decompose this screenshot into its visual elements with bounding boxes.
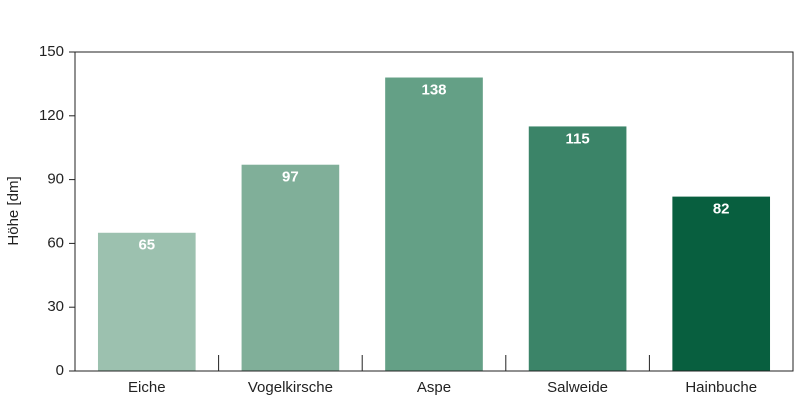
plot-frame	[74, 51, 794, 372]
bar	[672, 196, 771, 371]
data-label: 82	[713, 201, 730, 218]
y-tick-label: 60	[47, 234, 64, 251]
data-label: 138	[421, 81, 446, 98]
bar	[385, 77, 483, 372]
y-tick-label: 30	[47, 298, 64, 315]
x-tick-label: Vogelkirsche	[248, 379, 333, 396]
data-label: 115	[565, 130, 589, 147]
bar	[528, 126, 627, 371]
data-label: 65	[138, 237, 155, 254]
bar	[241, 164, 340, 371]
bar	[97, 232, 196, 371]
x-tick-label: Salweide	[547, 379, 608, 396]
x-tick-label: Hainbuche	[685, 379, 757, 396]
y-tick-label: 90	[47, 171, 64, 188]
data-label: 97	[282, 169, 299, 186]
y-tick-label: 150	[39, 43, 64, 60]
x-tick-label: Aspe	[417, 379, 451, 396]
x-tick-label: Eiche	[128, 379, 166, 396]
y-tick-label: 120	[39, 107, 64, 124]
y-tick-label: 0	[56, 362, 64, 379]
y-axis-title: Höhe [dm]	[5, 176, 22, 245]
